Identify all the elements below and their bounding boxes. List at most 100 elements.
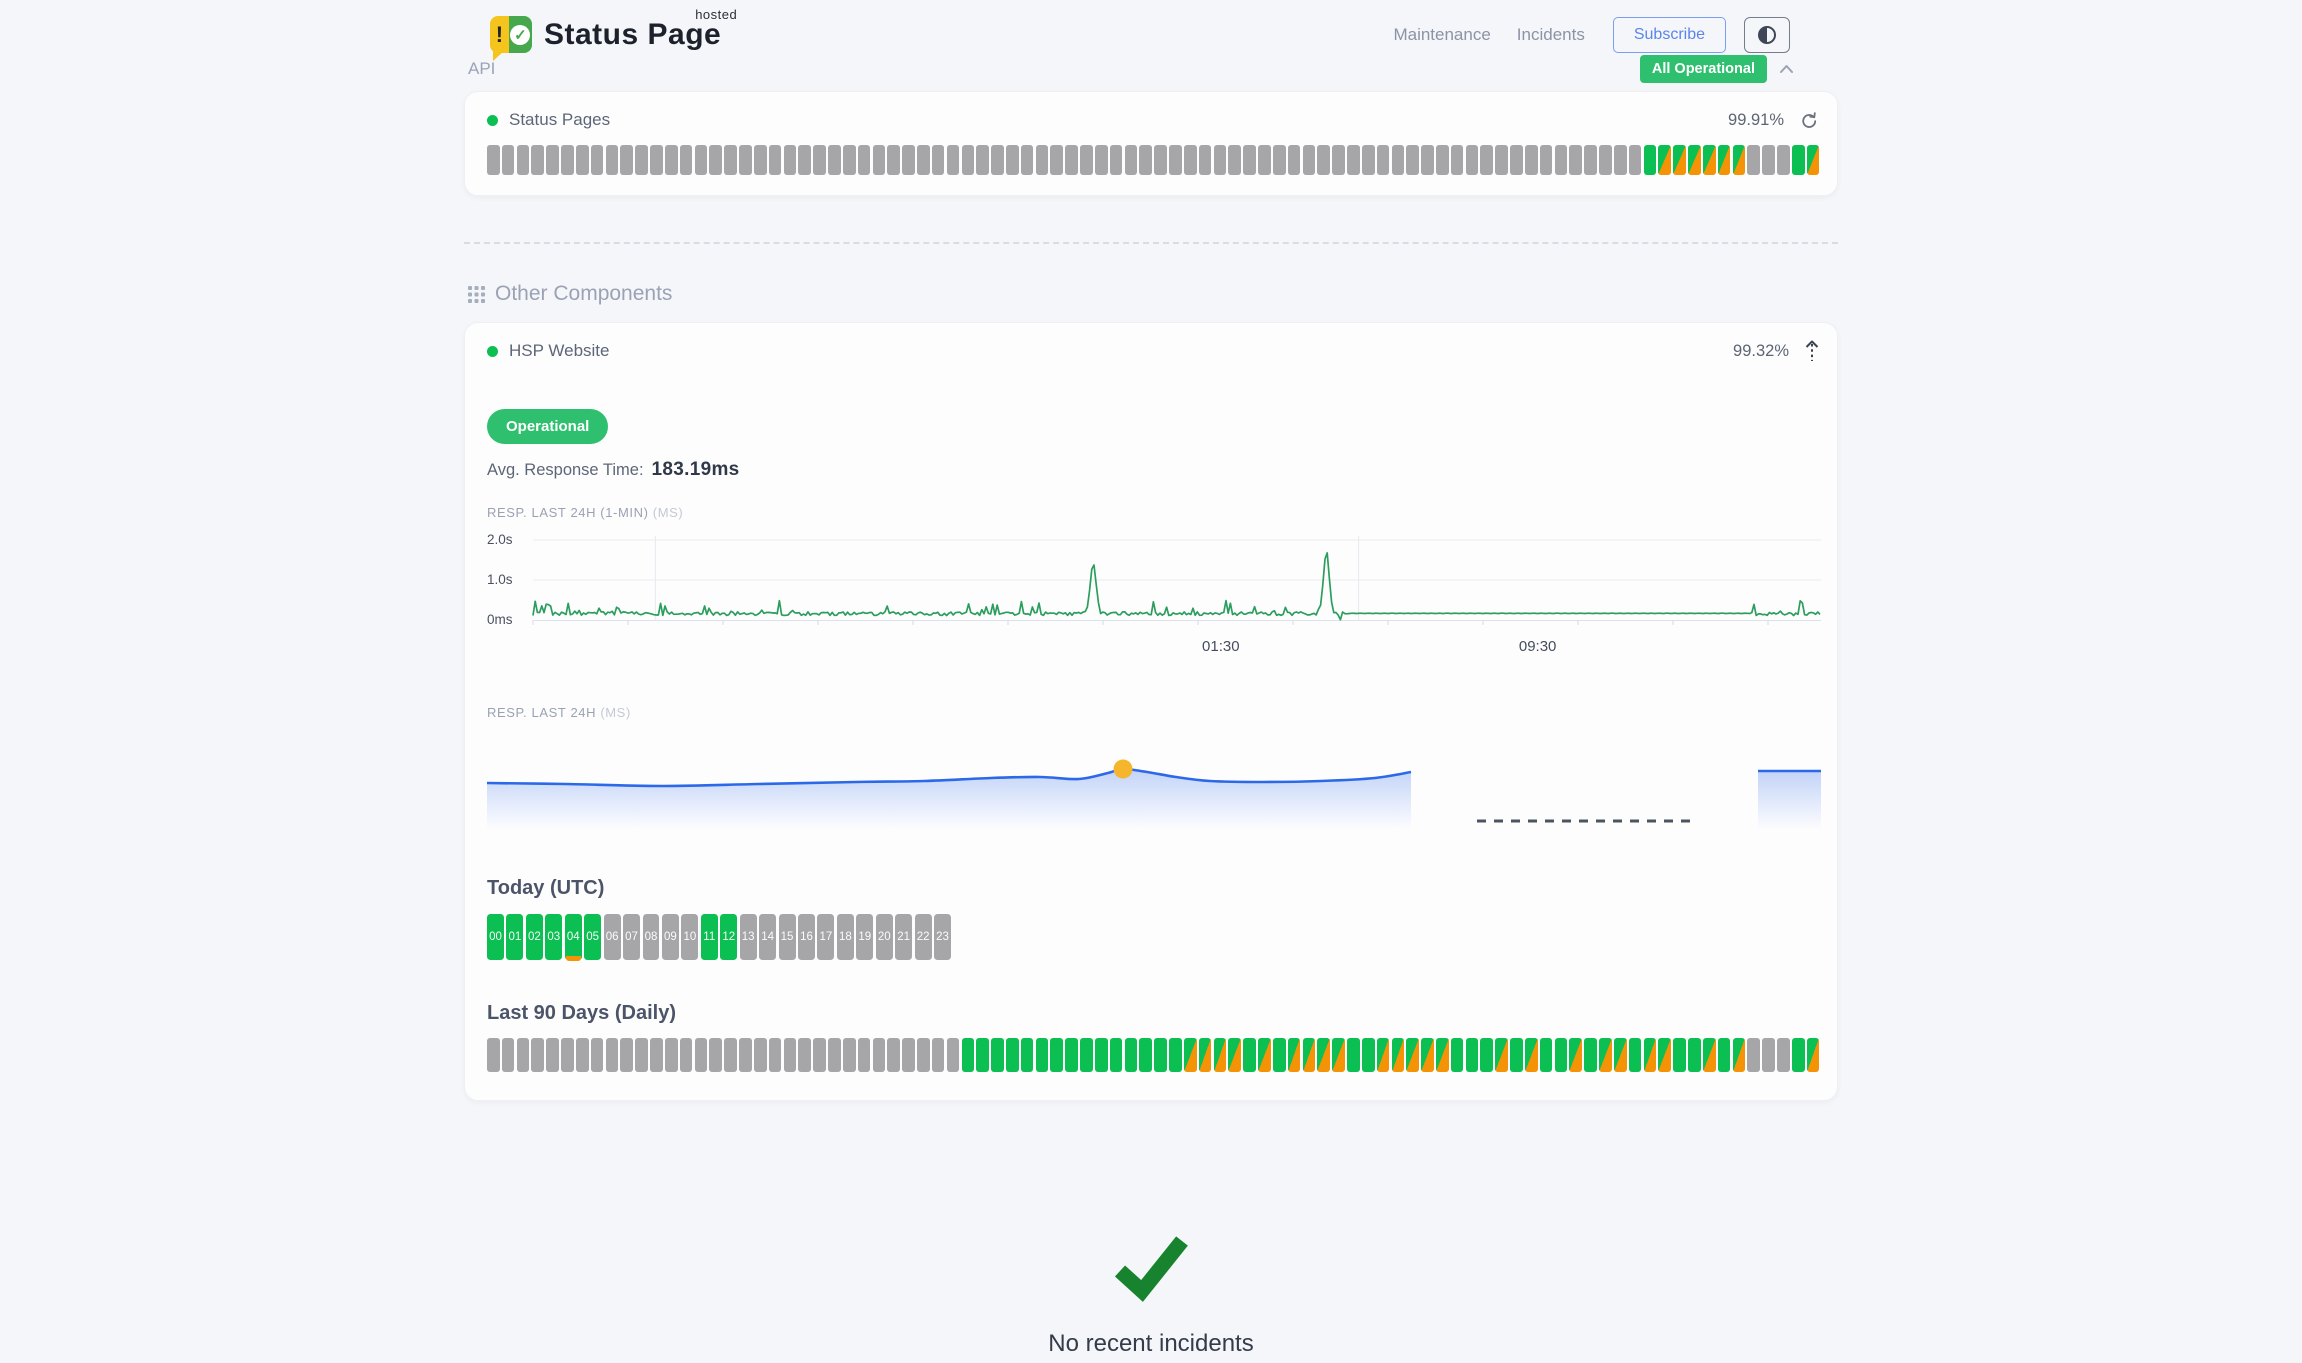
uptime-bar-day-13-empty[interactable] [679,145,693,175]
uptime-bar-day-73-empty[interactable] [1569,145,1583,175]
uptime-bar-day-10-empty[interactable] [635,1038,648,1072]
uptime-bar-day-86-empty[interactable] [1762,145,1775,175]
uptime-bar-day-88-up[interactable] [1791,145,1805,175]
uptime-bar-day-55-mixed[interactable] [1302,1038,1316,1072]
uptime-bar-day-9-empty[interactable] [620,145,634,175]
uptime-bar-day-71-empty[interactable] [1539,145,1553,175]
uptime-bar-day-69-up[interactable] [1510,1038,1523,1072]
hour-block-18[interactable]: 18 [836,914,854,960]
uptime-bar-day-76-empty[interactable] [1613,145,1627,175]
uptime-bar-day-27-empty[interactable] [887,1038,900,1072]
uptime-bar-day-46-empty[interactable] [1169,145,1182,175]
uptime-bar-day-84-mixed[interactable] [1732,145,1746,175]
uptime-bar-day-13-empty[interactable] [679,1038,693,1072]
uptime-bar-day-88-up[interactable] [1791,1038,1805,1072]
uptime-bar-day-83-up[interactable] [1717,1038,1731,1072]
uptime-bar-day-25-empty[interactable] [857,145,871,175]
hour-block-04[interactable]: 04 [564,914,582,961]
uptime-bar-day-75-mixed[interactable] [1599,1038,1612,1072]
hour-block-01[interactable]: 01 [506,914,524,960]
uptime-bar-day-49-empty[interactable] [1213,145,1227,175]
uptime-bar-day-39-empty[interactable] [1065,145,1078,175]
uptime-bar-day-1-empty[interactable] [501,1038,515,1072]
uptime-bar-day-21-empty[interactable] [798,145,812,175]
uptime-bar-day-60-mixed[interactable] [1376,1038,1390,1072]
uptime-bar-day-66-empty[interactable] [1465,145,1479,175]
uptime-bar-day-61-mixed[interactable] [1391,1038,1405,1072]
uptime-bar-day-68-empty[interactable] [1495,145,1508,175]
uptime-bar-day-58-empty[interactable] [1347,145,1360,175]
uptime-bar-day-54-empty[interactable] [1287,145,1301,175]
uptime-bar-day-81-mixed[interactable] [1688,145,1701,175]
app-logo[interactable]: ! ✓ Status Page hosted [490,7,737,61]
uptime-bar-day-24-empty[interactable] [842,145,856,175]
uptime-bar-day-23-empty[interactable] [828,1038,841,1072]
uptime-bar-day-52-mixed[interactable] [1258,1038,1271,1072]
refresh-icon[interactable] [1800,111,1819,130]
uptime-bar-day-20-empty[interactable] [783,145,797,175]
uptime-bar-day-43-empty[interactable] [1124,145,1138,175]
uptime-bar-day-76-mixed[interactable] [1613,1038,1627,1072]
uptime-bar-day-38-empty[interactable] [1050,145,1064,175]
uptime-bar-day-15-empty[interactable] [709,145,723,175]
component-status-pages[interactable]: Status Pages [487,110,610,130]
uptime-bar-day-19-empty[interactable] [768,145,782,175]
uptime-bar-day-39-up[interactable] [1065,1038,1078,1072]
uptime-bar-day-62-empty[interactable] [1406,145,1419,175]
uptime-bar-day-89-mixed[interactable] [1806,1038,1820,1072]
uptime-bar-day-12-empty[interactable] [664,145,678,175]
hour-block-22[interactable]: 22 [914,914,932,960]
uptime-bar-day-9-empty[interactable] [620,1038,634,1072]
uptime-bar-day-14-empty[interactable] [694,1038,708,1072]
hour-block-23[interactable]: 23 [934,914,951,960]
uptime-bar-day-72-empty[interactable] [1554,145,1568,175]
hour-block-20[interactable]: 20 [875,914,893,960]
uptime-bar-day-52-empty[interactable] [1258,145,1271,175]
uptime-bar-day-65-empty[interactable] [1450,145,1464,175]
uptime-bar-day-16-empty[interactable] [724,1038,737,1072]
uptime-bar-day-32-up[interactable] [961,1038,975,1072]
uptime-bar-day-10-empty[interactable] [635,145,648,175]
uptime-bar-day-3-empty[interactable] [531,145,545,175]
hour-block-13[interactable]: 13 [739,914,757,960]
uptime-bar-day-33-up[interactable] [976,1038,989,1072]
uptime-bar-day-42-up[interactable] [1109,1038,1123,1072]
uptime-bar-day-8-empty[interactable] [605,145,619,175]
uptime-bar-day-47-mixed[interactable] [1183,1038,1197,1072]
hour-block-17[interactable]: 17 [817,914,835,960]
uptime-bar-day-55-empty[interactable] [1302,145,1316,175]
uptime-bar-day-45-up[interactable] [1154,1038,1167,1072]
uptime-bar-day-35-up[interactable] [1005,1038,1019,1072]
uptime-bar-day-22-empty[interactable] [813,145,826,175]
uptime-bar-day-38-up[interactable] [1050,1038,1064,1072]
uptime-bar-day-40-empty[interactable] [1080,145,1093,175]
uptime-bar-day-47-empty[interactable] [1183,145,1197,175]
hour-block-11[interactable]: 11 [700,914,718,960]
uptime-bar-day-36-empty[interactable] [1020,145,1034,175]
uptime-bar-day-79-mixed[interactable] [1658,145,1672,175]
uptime-bar-day-81-up[interactable] [1688,1038,1701,1072]
hour-block-07[interactable]: 07 [623,914,640,960]
nav-link-incidents[interactable]: Incidents [1516,24,1585,44]
uptime-bar-day-16-empty[interactable] [724,145,737,175]
uptime-bar-day-82-mixed[interactable] [1702,145,1716,175]
hour-block-12[interactable]: 12 [720,914,738,960]
hour-block-09[interactable]: 09 [661,914,679,960]
uptime-bar-day-6-empty[interactable] [575,145,589,175]
uptime-bar-day-80-up[interactable] [1673,1038,1686,1072]
uptime-bar-day-70-empty[interactable] [1524,145,1538,175]
uptime-bar-day-51-up[interactable] [1243,1038,1256,1072]
uptime-bar-day-86-empty[interactable] [1762,1038,1775,1072]
uptime-bar-day-27-empty[interactable] [887,145,900,175]
uptime-bar-day-5-empty[interactable] [561,145,574,175]
uptime-bar-day-6-empty[interactable] [575,1038,589,1072]
hour-block-02[interactable]: 02 [525,914,543,960]
uptime-bar-day-33-empty[interactable] [976,145,989,175]
uptime-bar-day-87-empty[interactable] [1777,145,1790,175]
all-operational-badge[interactable]: All Operational [1639,55,1767,83]
uptime-bar-day-35-empty[interactable] [1005,145,1019,175]
uptime-bar-day-28-empty[interactable] [902,1038,915,1072]
uptime-bar-day-80-mixed[interactable] [1673,145,1686,175]
uptime-bar-day-82-mixed[interactable] [1702,1038,1716,1072]
uptime-bar-day-31-empty[interactable] [946,1038,960,1072]
